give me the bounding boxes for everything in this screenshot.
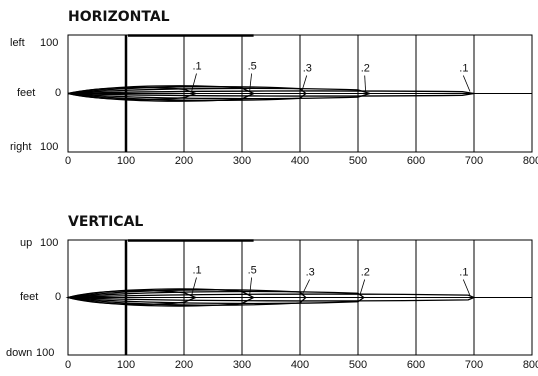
vertical-series-label: .2: [361, 267, 370, 279]
vertical-ylabel-bottom: down: [6, 347, 32, 359]
horizontal-series-label: .1: [193, 61, 202, 73]
vertical-ylabel-mid: feet: [20, 291, 38, 303]
horizontal-title: HORIZONTAL: [68, 9, 170, 25]
vertical-ylabel-top: up: [20, 237, 32, 249]
vertical-series-leader: [191, 277, 197, 296]
vertical-series-label: .5: [248, 265, 257, 277]
horizontal-ylabel-top: left: [10, 37, 25, 49]
vertical-xtick-label: 800: [523, 359, 538, 371]
vertical-xtick-label: 700: [465, 359, 483, 371]
vertical-series-leader: [249, 277, 252, 296]
horizontal-xtick-label: 200: [175, 155, 193, 167]
horizontal-panel: HORIZONTAL left 100 feet 0 right 100 0 10…: [10, 9, 538, 167]
horizontal-series-leader: [301, 75, 308, 92]
horizontal-series-label: .1: [459, 63, 468, 75]
vertical-series-label: .3: [306, 267, 315, 279]
vertical-xtick-label: 600: [407, 359, 425, 371]
vertical-series-label: .1: [459, 267, 468, 279]
vertical-series-curve: [67, 293, 476, 302]
horizontal-series-label: .2: [361, 63, 370, 75]
vertical-ytick-mid: 0: [55, 291, 61, 303]
horizontal-xtick-label: 800: [523, 155, 538, 167]
horizontal-ytick-bottom: 100: [40, 141, 58, 153]
vertical-series-curve: [65, 290, 198, 305]
horizontal-series-curve: [67, 90, 475, 97]
horizontal-ylabel-mid: feet: [17, 87, 35, 99]
vertical-panel: VERTICAL up 100 feet 0 down 100 0 100 200 3…: [6, 214, 538, 371]
vertical-series-leader: [301, 279, 310, 296]
vertical-ytick-top: 100: [40, 237, 58, 249]
horizontal-series-leader: [191, 73, 197, 92]
vertical-series-leader: [359, 279, 366, 296]
horizontal-xtick-label: 500: [349, 155, 367, 167]
horizontal-ylabel-bottom: right: [10, 141, 31, 153]
vertical-xtick-label: 200: [175, 359, 193, 371]
horizontal-ytick-top: 100: [40, 37, 58, 49]
horizontal-xtick-label: 400: [291, 155, 309, 167]
vertical-xtick-label: 500: [349, 359, 367, 371]
vertical-title: VERTICAL: [68, 214, 143, 230]
vertical-series-curve: [67, 290, 365, 305]
vertical-ytick-bottom: 100: [36, 347, 54, 359]
vertical-series-leader: [462, 279, 471, 296]
horizontal-series-curve: [67, 87, 372, 100]
horizontal-xtick-label: 100: [117, 155, 135, 167]
horizontal-ytick-mid: 0: [55, 87, 61, 99]
vertical-xtick-label: 0: [65, 359, 71, 371]
horizontal-series-leader: [249, 73, 252, 92]
horizontal-series-curve: [67, 86, 198, 101]
vertical-xtick-label: 100: [117, 359, 135, 371]
horizontal-xtick-label: 700: [465, 155, 483, 167]
horizontal-xtick-label: 0: [65, 155, 71, 167]
horizontal-xtick-label: 600: [407, 155, 425, 167]
vertical-xtick-label: 400: [291, 359, 309, 371]
horizontal-series-leader: [462, 75, 471, 92]
horizontal-series-leader: [364, 75, 366, 92]
horizontal-series-label: .5: [248, 61, 257, 73]
horizontal-series-label: .3: [303, 63, 312, 75]
vertical-series-label: .1: [193, 265, 202, 277]
horizontal-xtick-label: 300: [233, 155, 251, 167]
vertical-xtick-label: 300: [233, 359, 251, 371]
